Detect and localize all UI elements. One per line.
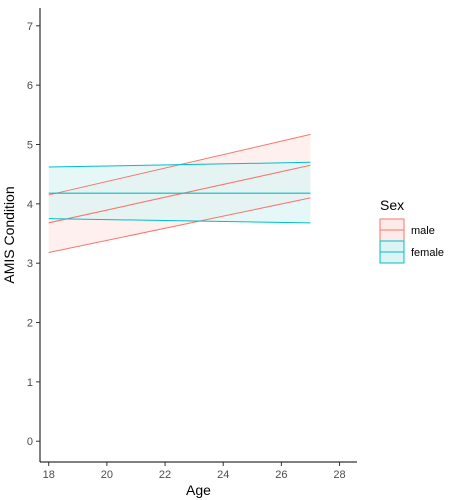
legend: Sex male female <box>379 197 444 264</box>
y-tick-label: 5 <box>27 139 33 151</box>
x-tick-label: 26 <box>275 469 287 481</box>
legend-label-female: female <box>411 247 444 259</box>
tick-labels: 0 1 2 3 4 5 6 7 18 20 22 24 26 28 <box>27 21 346 481</box>
x-tick-label: 18 <box>43 469 55 481</box>
legend-title: Sex <box>380 197 404 213</box>
y-axis-title: AMIS Condition <box>1 186 17 283</box>
x-tick-label: 28 <box>333 469 345 481</box>
y-tick-label: 3 <box>27 258 33 270</box>
y-tick-label: 2 <box>27 318 33 330</box>
y-tick-label: 7 <box>27 21 33 33</box>
y-tick-label: 1 <box>27 377 33 389</box>
x-tick-label: 24 <box>217 469 229 481</box>
band-female <box>48 162 311 223</box>
x-tick-label: 20 <box>101 469 113 481</box>
fit-line-male <box>48 164 311 224</box>
series-lines <box>48 133 311 253</box>
y-tick-label: 0 <box>27 436 33 448</box>
upper-bound-female <box>48 161 311 168</box>
lower-bound-male <box>48 197 311 253</box>
legend-label-male: male <box>411 225 435 237</box>
y-tick-label: 6 <box>27 80 33 92</box>
x-axis-title: Age <box>186 482 211 498</box>
lower-bound-female <box>48 218 311 224</box>
x-tick-label: 22 <box>159 469 171 481</box>
axes <box>36 8 357 466</box>
y-tick-label: 4 <box>27 199 33 211</box>
